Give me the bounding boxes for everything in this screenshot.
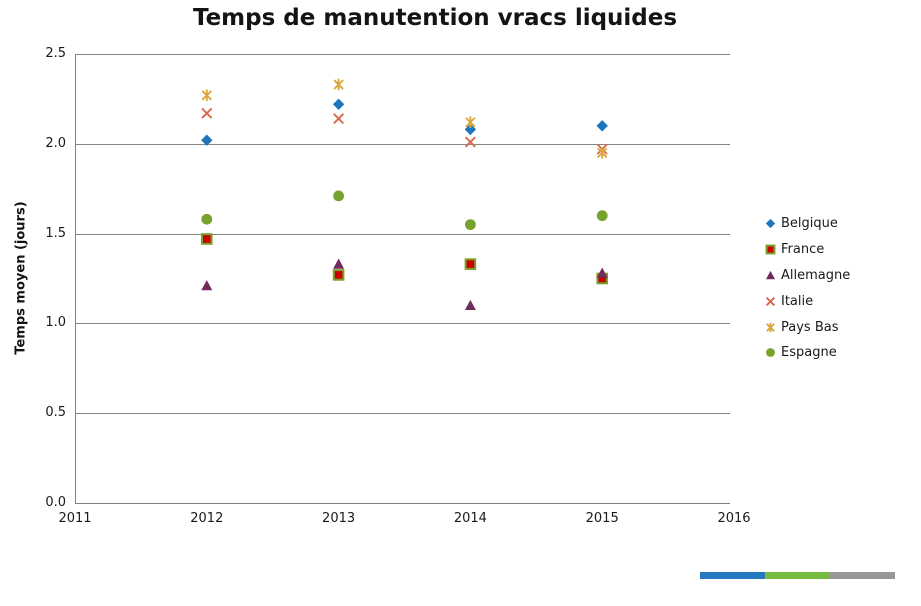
footer-bar-segment-gray [830, 572, 895, 579]
legend-item-italie: Italie [763, 288, 850, 314]
marker-pays-bas-2013 [333, 78, 344, 91]
france-square-icon [765, 244, 776, 255]
pays-bas-star-icon [766, 322, 775, 332]
marker-france-2012 [201, 233, 213, 245]
marker-belgique-2014 [464, 123, 477, 136]
chart-title: Temps de manutention vracs liquides [192, 5, 678, 31]
marker-belgique-2012 [201, 134, 213, 146]
marker-italie-2013 [333, 113, 345, 125]
x-tick-label-2015: 2015 [585, 511, 619, 526]
y-tick-label-2.0: 2.0 [45, 135, 66, 151]
marker-belgique-2013 [332, 98, 345, 110]
marker-france-2013 [332, 269, 345, 281]
x-tick-label-2011: 2011 [58, 511, 92, 526]
legend-label-pays-bas: Pays Bas [781, 319, 839, 335]
marker-allemagne-2013 [333, 258, 345, 269]
italie-x-icon [765, 296, 776, 306]
y-tick-label-1.5: 1.5 [45, 225, 66, 241]
legend-label-espagne: Espagne [781, 345, 837, 361]
legend-item-allemagne: Allemagne [763, 263, 850, 289]
y-tick-label-2.5: 2.5 [45, 46, 66, 61]
marker-pays-bas-2012 [201, 89, 212, 102]
marker-espagne-2015 [596, 210, 608, 222]
marker-espagne-2014 [465, 219, 476, 231]
marker-france-2014 [464, 258, 477, 270]
marker-allemagne-2012 [201, 280, 213, 291]
marker-pays-bas-2015 [597, 146, 608, 159]
y-tick-label-1.0: 1.0 [45, 315, 66, 331]
legend-label-allemagne: Allemagne [781, 267, 851, 283]
marker-pays-bas-2014 [465, 116, 476, 129]
y-tick-label-0.0: 0.0 [45, 495, 66, 510]
belgique-diamond-icon [765, 219, 776, 229]
footer-bar-segment-blue [700, 572, 765, 579]
marker-allemagne-2015 [596, 267, 608, 278]
marker-espagne-2013 [333, 190, 344, 202]
marker-italie-2014 [464, 136, 476, 148]
legend-item-france: France [763, 237, 850, 263]
legend-label-italie: Italie [781, 293, 814, 309]
x-tick-label-2014: 2014 [453, 511, 487, 526]
y-tick-label-0.5: 0.5 [45, 405, 66, 421]
x-tick-label-2012: 2012 [190, 511, 224, 526]
marker-allemagne-2014 [464, 299, 476, 311]
legend-item-pays-bas: Pays Bas [763, 314, 850, 340]
marker-italie-2012 [201, 107, 213, 119]
legend-item-espagne: Espagne [763, 340, 850, 366]
legend-item-belgique: Belgique [763, 211, 850, 237]
marker-espagne-2012 [201, 213, 213, 225]
legend-label-france: France [781, 242, 825, 258]
marker-belgique-2015 [596, 120, 608, 132]
legend: Belgique France Allemagne Italie Pays Bas Esp… [763, 211, 850, 366]
espagne-circle-icon [766, 348, 775, 358]
x-tick-label-2013: 2013 [322, 511, 356, 526]
allemagne-triangle-icon [765, 270, 776, 280]
footer-bar-segment-green [765, 572, 830, 579]
footer-logo-bar [700, 572, 895, 579]
legend-label-belgique: Belgique [781, 216, 838, 232]
x-tick-label-2016: 2016 [717, 511, 751, 526]
